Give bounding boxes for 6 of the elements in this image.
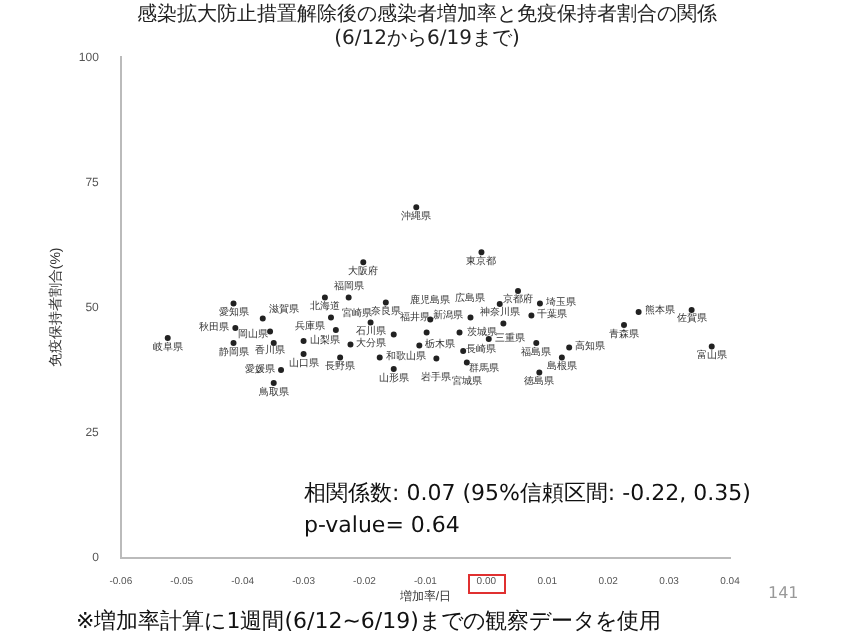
chart-subtitle: (6/12から6/19まで): [332, 28, 522, 52]
annotation: 相関係数: 0.07 (95%信頼区間: -0.22, 0.35): [304, 478, 751, 508]
chart-title: 感染拡大防止措置解除後の感染者増加率と免疫保持者割合の関係: [135, 4, 719, 28]
text: ※増加率計算に1週間(6/12~6/19)までの観察データを使用: [76, 606, 661, 636]
annotation: p-value= 0.64: [304, 512, 460, 538]
text: 141: [768, 584, 799, 602]
